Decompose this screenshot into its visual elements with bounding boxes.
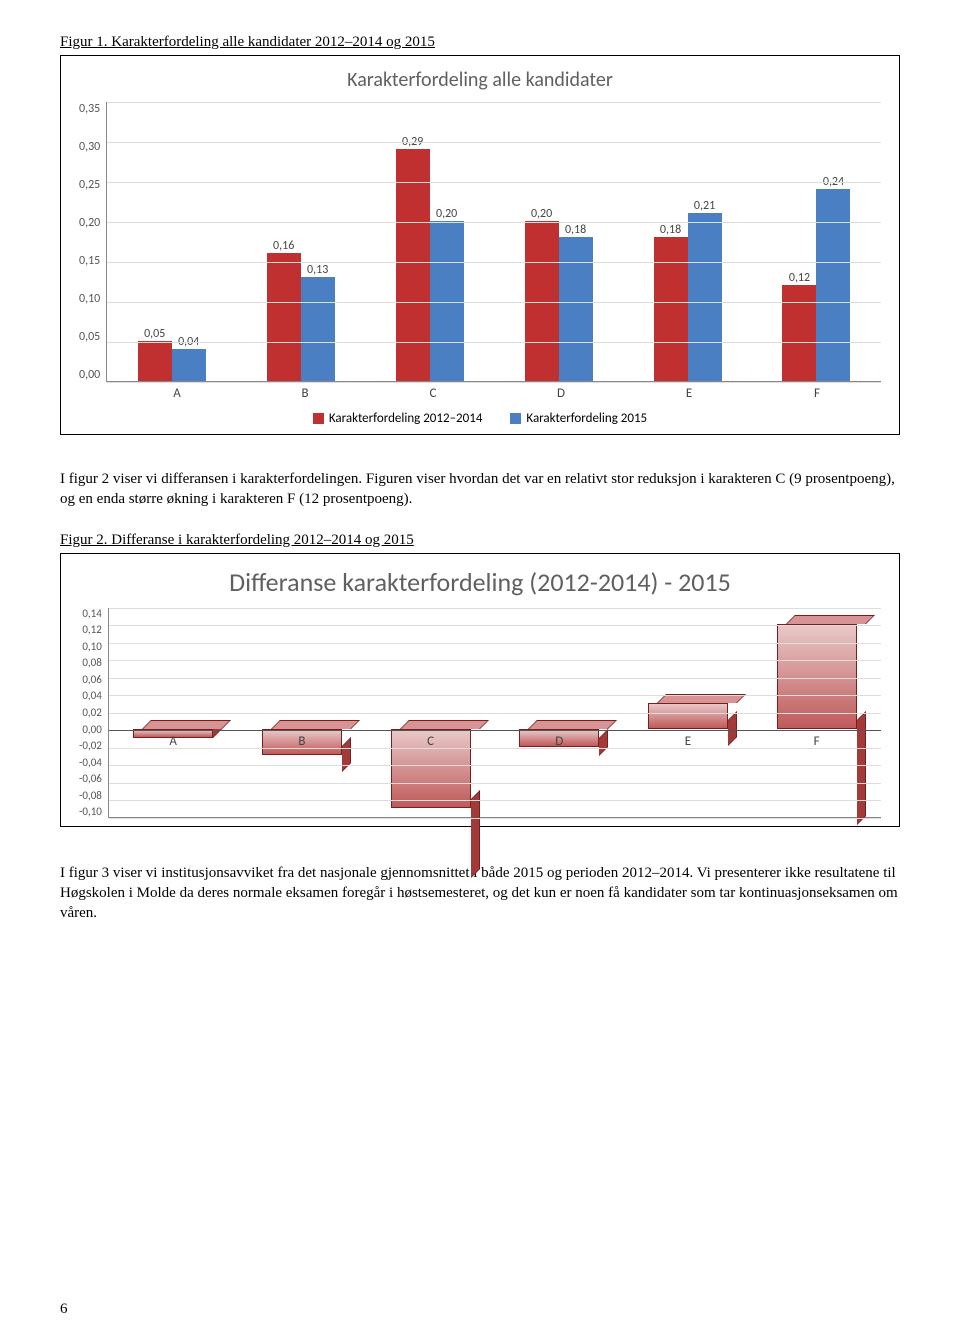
chart2-ytick: 0,12 (82, 624, 101, 635)
chart1-bar: 0,20 (430, 221, 464, 381)
chart1-legend-item: Karakterfordeling 2012–2014 (313, 411, 483, 426)
chart1-bar-label: 0,20 (531, 207, 552, 221)
chart2-ytick: 0,06 (82, 674, 101, 685)
chart1-bar: 0,12 (782, 285, 816, 381)
legend-swatch (313, 413, 324, 424)
chart1-xlabel: E (625, 386, 753, 401)
chart2-ytick: 0,08 (82, 657, 101, 668)
chart1-title: Karakterfordeling alle kandidater (79, 68, 881, 92)
chart2-ytick: -0,10 (79, 806, 102, 817)
chart1-bar: 0,24 (816, 189, 850, 381)
chart1-legend-item: Karakterfordeling 2015 (510, 411, 647, 426)
figure2-caption: Figur 2. Differanse i karakterfordeling … (60, 532, 900, 549)
chart1-ytick: 0,25 (79, 178, 100, 192)
chart1-bar: 0,20 (525, 221, 559, 381)
chart1-ytick: 0,35 (79, 102, 100, 116)
chart1-xlabel: C (369, 386, 497, 401)
chart1-bar: 0,18 (654, 237, 688, 381)
chart2-ytick: -0,06 (79, 773, 102, 784)
chart1-xlabel: A (113, 386, 241, 401)
chart1-container: Karakterfordeling alle kandidater 0,350,… (60, 55, 900, 435)
chart1-bar: 0,29 (396, 149, 430, 381)
chart2-ytick: -0,04 (79, 757, 102, 768)
chart1-xlabel: D (497, 386, 625, 401)
chart1-bar-label: 0,18 (565, 223, 586, 237)
chart2-container: Differanse karakterfordeling (2012-2014)… (60, 553, 900, 827)
chart2-ytick: 0,10 (82, 641, 101, 652)
chart1-bar-label: 0,21 (694, 199, 715, 213)
chart2-plot: ABCDEF (108, 608, 881, 818)
chart1-xlabel: B (241, 386, 369, 401)
legend-label: Karakterfordeling 2012–2014 (329, 411, 483, 426)
chart1-yaxis: 0,35 0,30 0,25 0,20 0,15 0,10 0,05 0,00 (79, 102, 106, 382)
legend-label: Karakterfordeling 2015 (526, 411, 647, 426)
chart1-ytick: 0,30 (79, 140, 100, 154)
chart1-ytick: 0,15 (79, 254, 100, 268)
chart1-bar: 0,16 (267, 253, 301, 381)
chart1-xlabel: F (753, 386, 881, 401)
chart1-ytick: 0,10 (79, 292, 100, 306)
paragraph-1: I figur 2 viser vi differansen i karakte… (60, 469, 900, 510)
chart1-bar-label: 0,16 (273, 239, 294, 253)
chart1-bar: 0,13 (301, 277, 335, 381)
legend-swatch (510, 413, 521, 424)
chart1-bar: 0,04 (172, 349, 206, 381)
chart1-ytick: 0,20 (79, 216, 100, 230)
chart1-xaxis: ABCDEF (113, 386, 881, 401)
chart1-bar-label: 0,05 (144, 327, 165, 341)
figure1-caption: Figur 1. Karakterfordeling alle kandidat… (60, 34, 900, 51)
page-number: 6 (60, 1301, 68, 1318)
chart1-bar-label: 0,20 (436, 207, 457, 221)
chart1-bar: 0,05 (138, 341, 172, 381)
chart2-ytick: -0,02 (79, 740, 102, 751)
chart2-ytick: -0,08 (79, 790, 102, 801)
chart1-bar: 0,18 (559, 237, 593, 381)
chart2-ytick: 0,00 (82, 724, 101, 735)
chart1-legend: Karakterfordeling 2012–2014 Karakterforde… (79, 411, 881, 426)
chart2-ytick: 0,02 (82, 707, 101, 718)
chart2-yaxis: 0,14 0,12 0,10 0,08 0,06 0,04 0,02 0,00 -0,02 -0,… (79, 608, 108, 818)
chart1-ytick: 0,05 (79, 330, 100, 344)
chart2-title: Differanse karakterfordeling (2012-2014)… (79, 566, 881, 598)
chart1-plot: 0,050,040,160,130,290,200,200,180,180,21… (106, 102, 881, 382)
chart2-ytick: 0,14 (82, 608, 101, 619)
chart1-bar-label: 0,12 (789, 271, 810, 285)
chart1-bar-label: 0,13 (307, 263, 328, 277)
chart1-bar: 0,21 (688, 213, 722, 381)
chart1-bar-label: 0,18 (660, 223, 681, 237)
chart1-ytick: 0,00 (79, 368, 100, 382)
paragraph-2: I figur 3 viser vi institusjonsavviket f… (60, 863, 900, 924)
chart2-ytick: 0,04 (82, 690, 101, 701)
